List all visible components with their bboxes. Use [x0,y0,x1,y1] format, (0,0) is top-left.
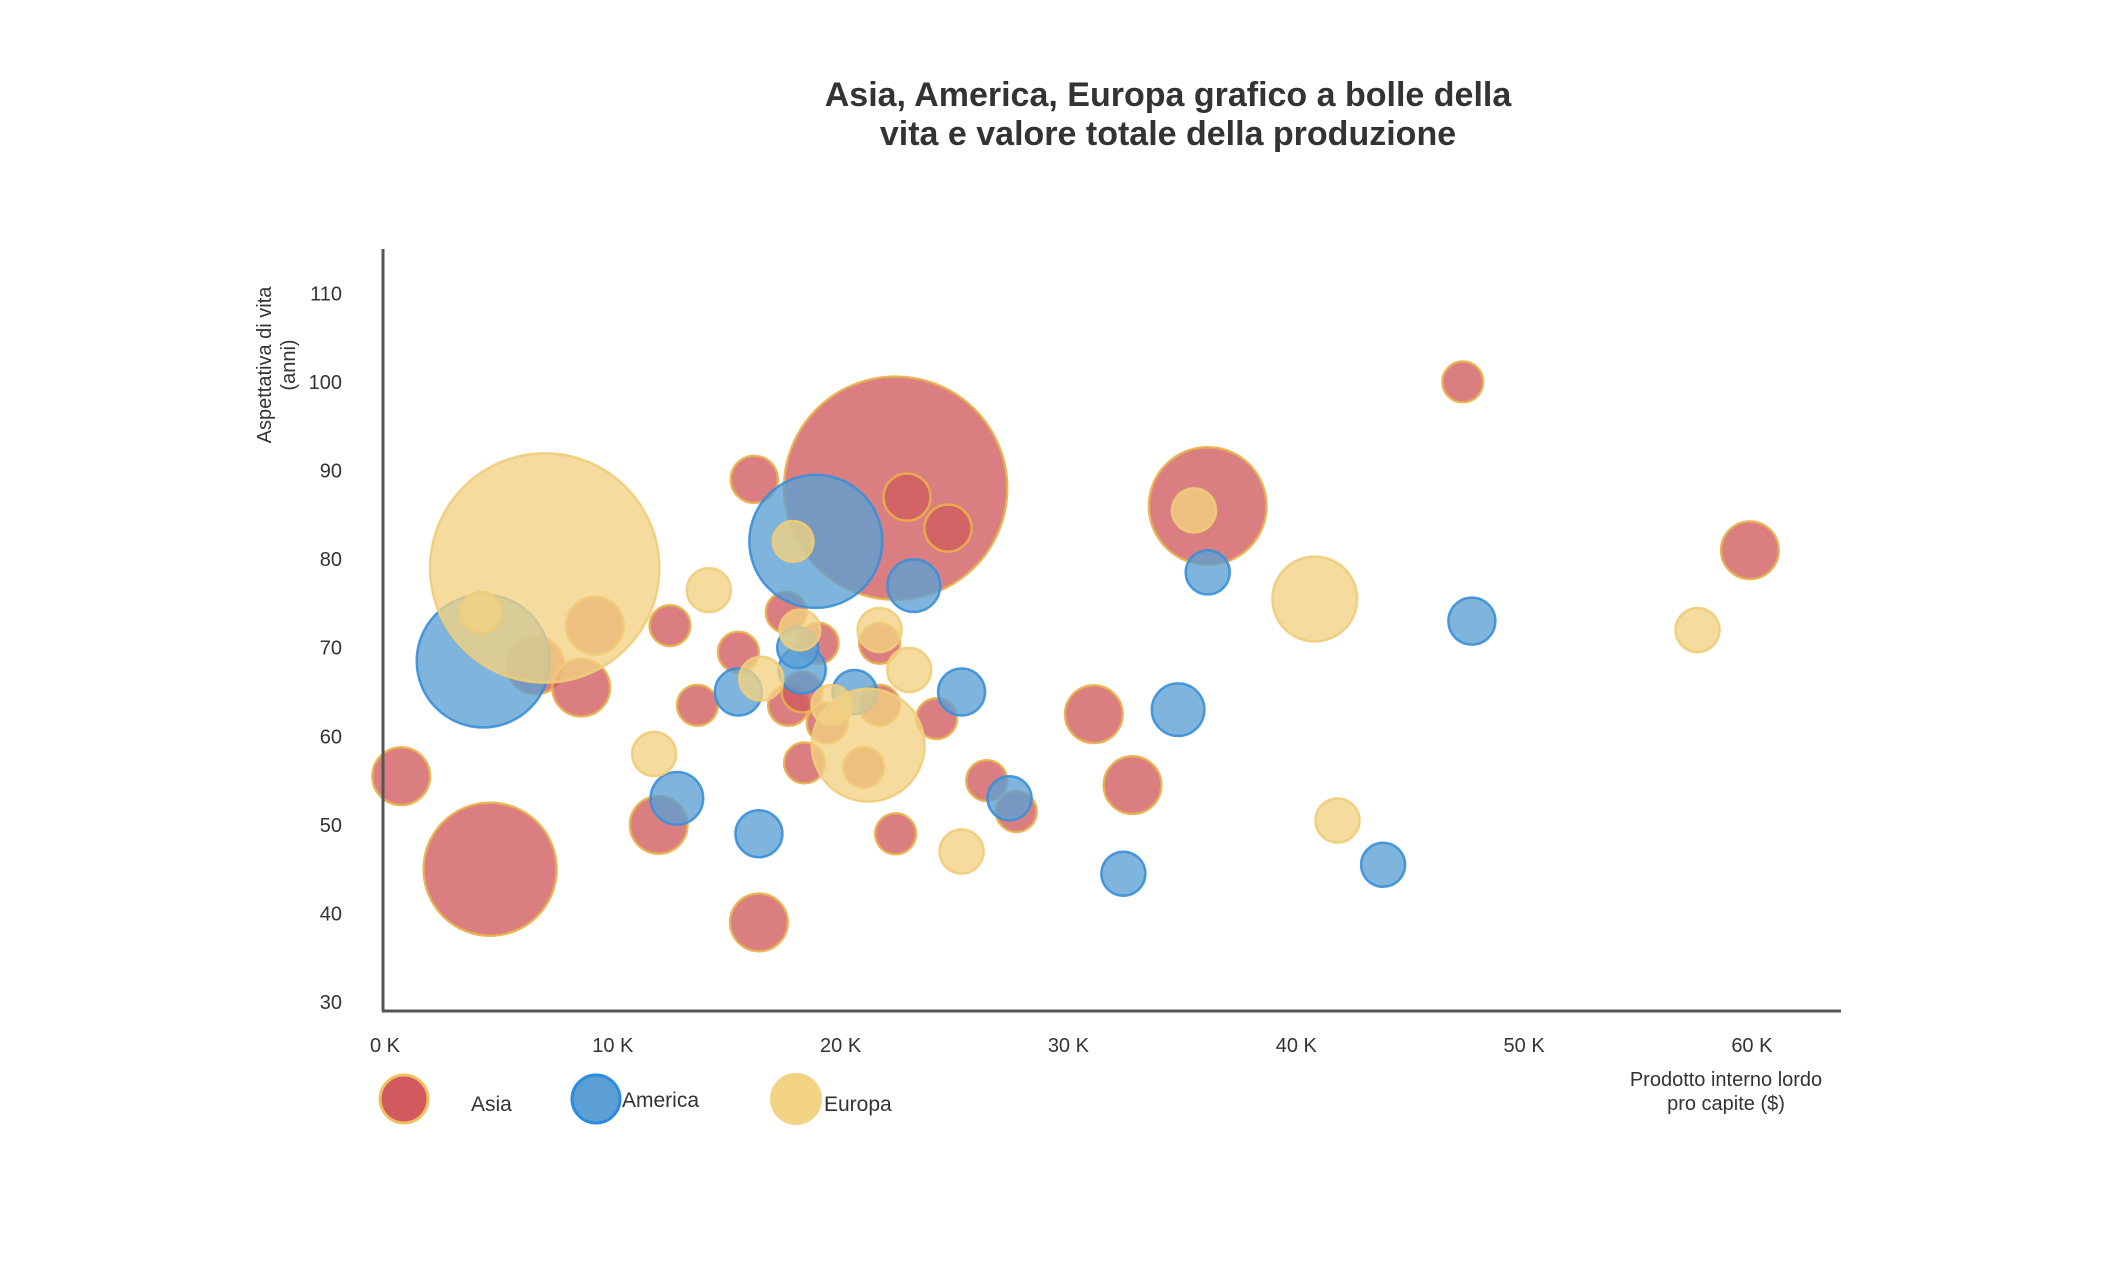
bubble-america-10[interactable] [936,667,987,717]
legend-item-america[interactable]: America [570,1073,699,1125]
x-axis-label-line-1: Prodotto interno lordo [1630,1069,1822,1091]
bubble-america-15[interactable] [1447,596,1497,646]
bubble-america-2[interactable] [886,558,942,614]
bubble-america-4[interactable] [649,770,705,826]
legend-swatch-asia [378,1073,430,1125]
x-axis-label: Prodotto interno lordo pro capite ($) [1630,1069,1822,1115]
bubble-america-12[interactable] [1100,850,1147,897]
x-tick-label: 20 K [820,1035,862,1057]
bubble-europa-2[interactable] [1271,555,1359,643]
bubble-america-13[interactable] [1184,549,1231,596]
y-tick-label: 50 [320,815,342,837]
y-tick-label: 80 [320,549,342,571]
legend-item-europa[interactable]: Europa [770,1073,892,1125]
bubble-asia-10[interactable] [1102,755,1163,816]
y-tick-label: 60 [320,726,342,748]
bubble-europa-11[interactable] [885,646,933,694]
bubble-europa-13[interactable] [1170,487,1218,534]
x-tick-label: 40 K [1276,1035,1318,1057]
y-axis-label-line-2: (anni) [278,339,300,390]
bubble-europa-9[interactable] [810,683,854,727]
y-tick-label: 110 [310,283,342,305]
series-europa [428,452,1721,875]
bubble-europa-3[interactable] [459,590,503,634]
bubble-europa-6[interactable] [737,655,785,702]
bubble-asia-15[interactable] [1441,360,1485,404]
bubble-asia-8[interactable] [728,892,789,953]
chart-title-line-2: vita e valore totale della produzione [880,115,1456,153]
y-tick-label: 70 [320,638,342,660]
bubble-america-6[interactable] [734,809,784,859]
x-tick-label: 30 K [1048,1035,1090,1057]
bubble-america-1[interactable] [748,473,884,610]
chart-title-line-1: Asia, America, Europa grafico a bolle de… [825,76,1513,114]
bubble-asia-17[interactable] [675,683,720,727]
legend-label-europa: Europa [824,1093,892,1116]
legend: Asia America Europa [378,1073,892,1125]
bubble-europa-14[interactable] [1314,797,1361,844]
bubble-asia-28[interactable] [873,812,918,856]
x-tick-labels: 0 K 10 K 20 K 30 K 40 K 50 K 60 K [370,1035,1773,1057]
bubbles-layer [371,360,1780,953]
bubble-europa-4[interactable] [630,730,678,778]
bubble-europa-15[interactable] [1674,606,1721,654]
bubble-europa-10[interactable] [856,606,903,654]
legend-label-america: America [622,1089,699,1112]
y-tick-label: 90 [320,461,342,483]
x-tick-label: 10 K [592,1035,634,1057]
bubble-america-3[interactable] [1150,682,1206,738]
x-tick-label: 60 K [1731,1035,1773,1057]
axes [381,249,1841,1013]
y-tick-label: 100 [309,372,342,394]
bubble-america-14[interactable] [1359,841,1407,889]
bubble-asia-11[interactable] [1719,520,1780,581]
bubble-europa-8[interactable] [778,608,822,652]
bubble-asia-3[interactable] [371,746,432,807]
bubble-asia-16[interactable] [648,603,692,648]
bubble-europa-5[interactable] [685,566,733,614]
x-axis-label-line-2: pro capite ($) [1667,1093,1785,1115]
legend-swatch-europa [770,1073,822,1125]
x-tick-label: 50 K [1504,1035,1546,1057]
bubble-asia-12[interactable] [729,454,780,505]
legend-swatch-america [570,1073,622,1125]
bubble-asia-1[interactable] [422,801,558,937]
legend-item-asia[interactable]: Asia [378,1073,512,1125]
bubble-america-11[interactable] [986,775,1033,822]
bubble-asia-13[interactable] [882,472,932,522]
bubble-asia-14[interactable] [923,503,973,553]
y-tick-label: 30 [320,992,342,1014]
legend-label-asia: Asia [471,1093,512,1116]
x-tick-label: 0 K [370,1035,401,1057]
y-tick-label: 40 [320,904,342,926]
bubble-asia-9[interactable] [1063,684,1124,745]
y-axis-label-line-1: Aspettativa di vita [254,286,276,444]
bubble-europa-7[interactable] [771,519,815,564]
y-tick-labels: 30 40 50 60 70 80 90 100 110 [309,283,342,1014]
y-axis-label: Aspettativa di vita (anni) [254,286,300,444]
bubble-europa-12[interactable] [938,828,985,875]
chart-title: Asia, America, Europa grafico a bolle de… [825,76,1513,153]
bubble-europa-0[interactable] [428,452,661,684]
